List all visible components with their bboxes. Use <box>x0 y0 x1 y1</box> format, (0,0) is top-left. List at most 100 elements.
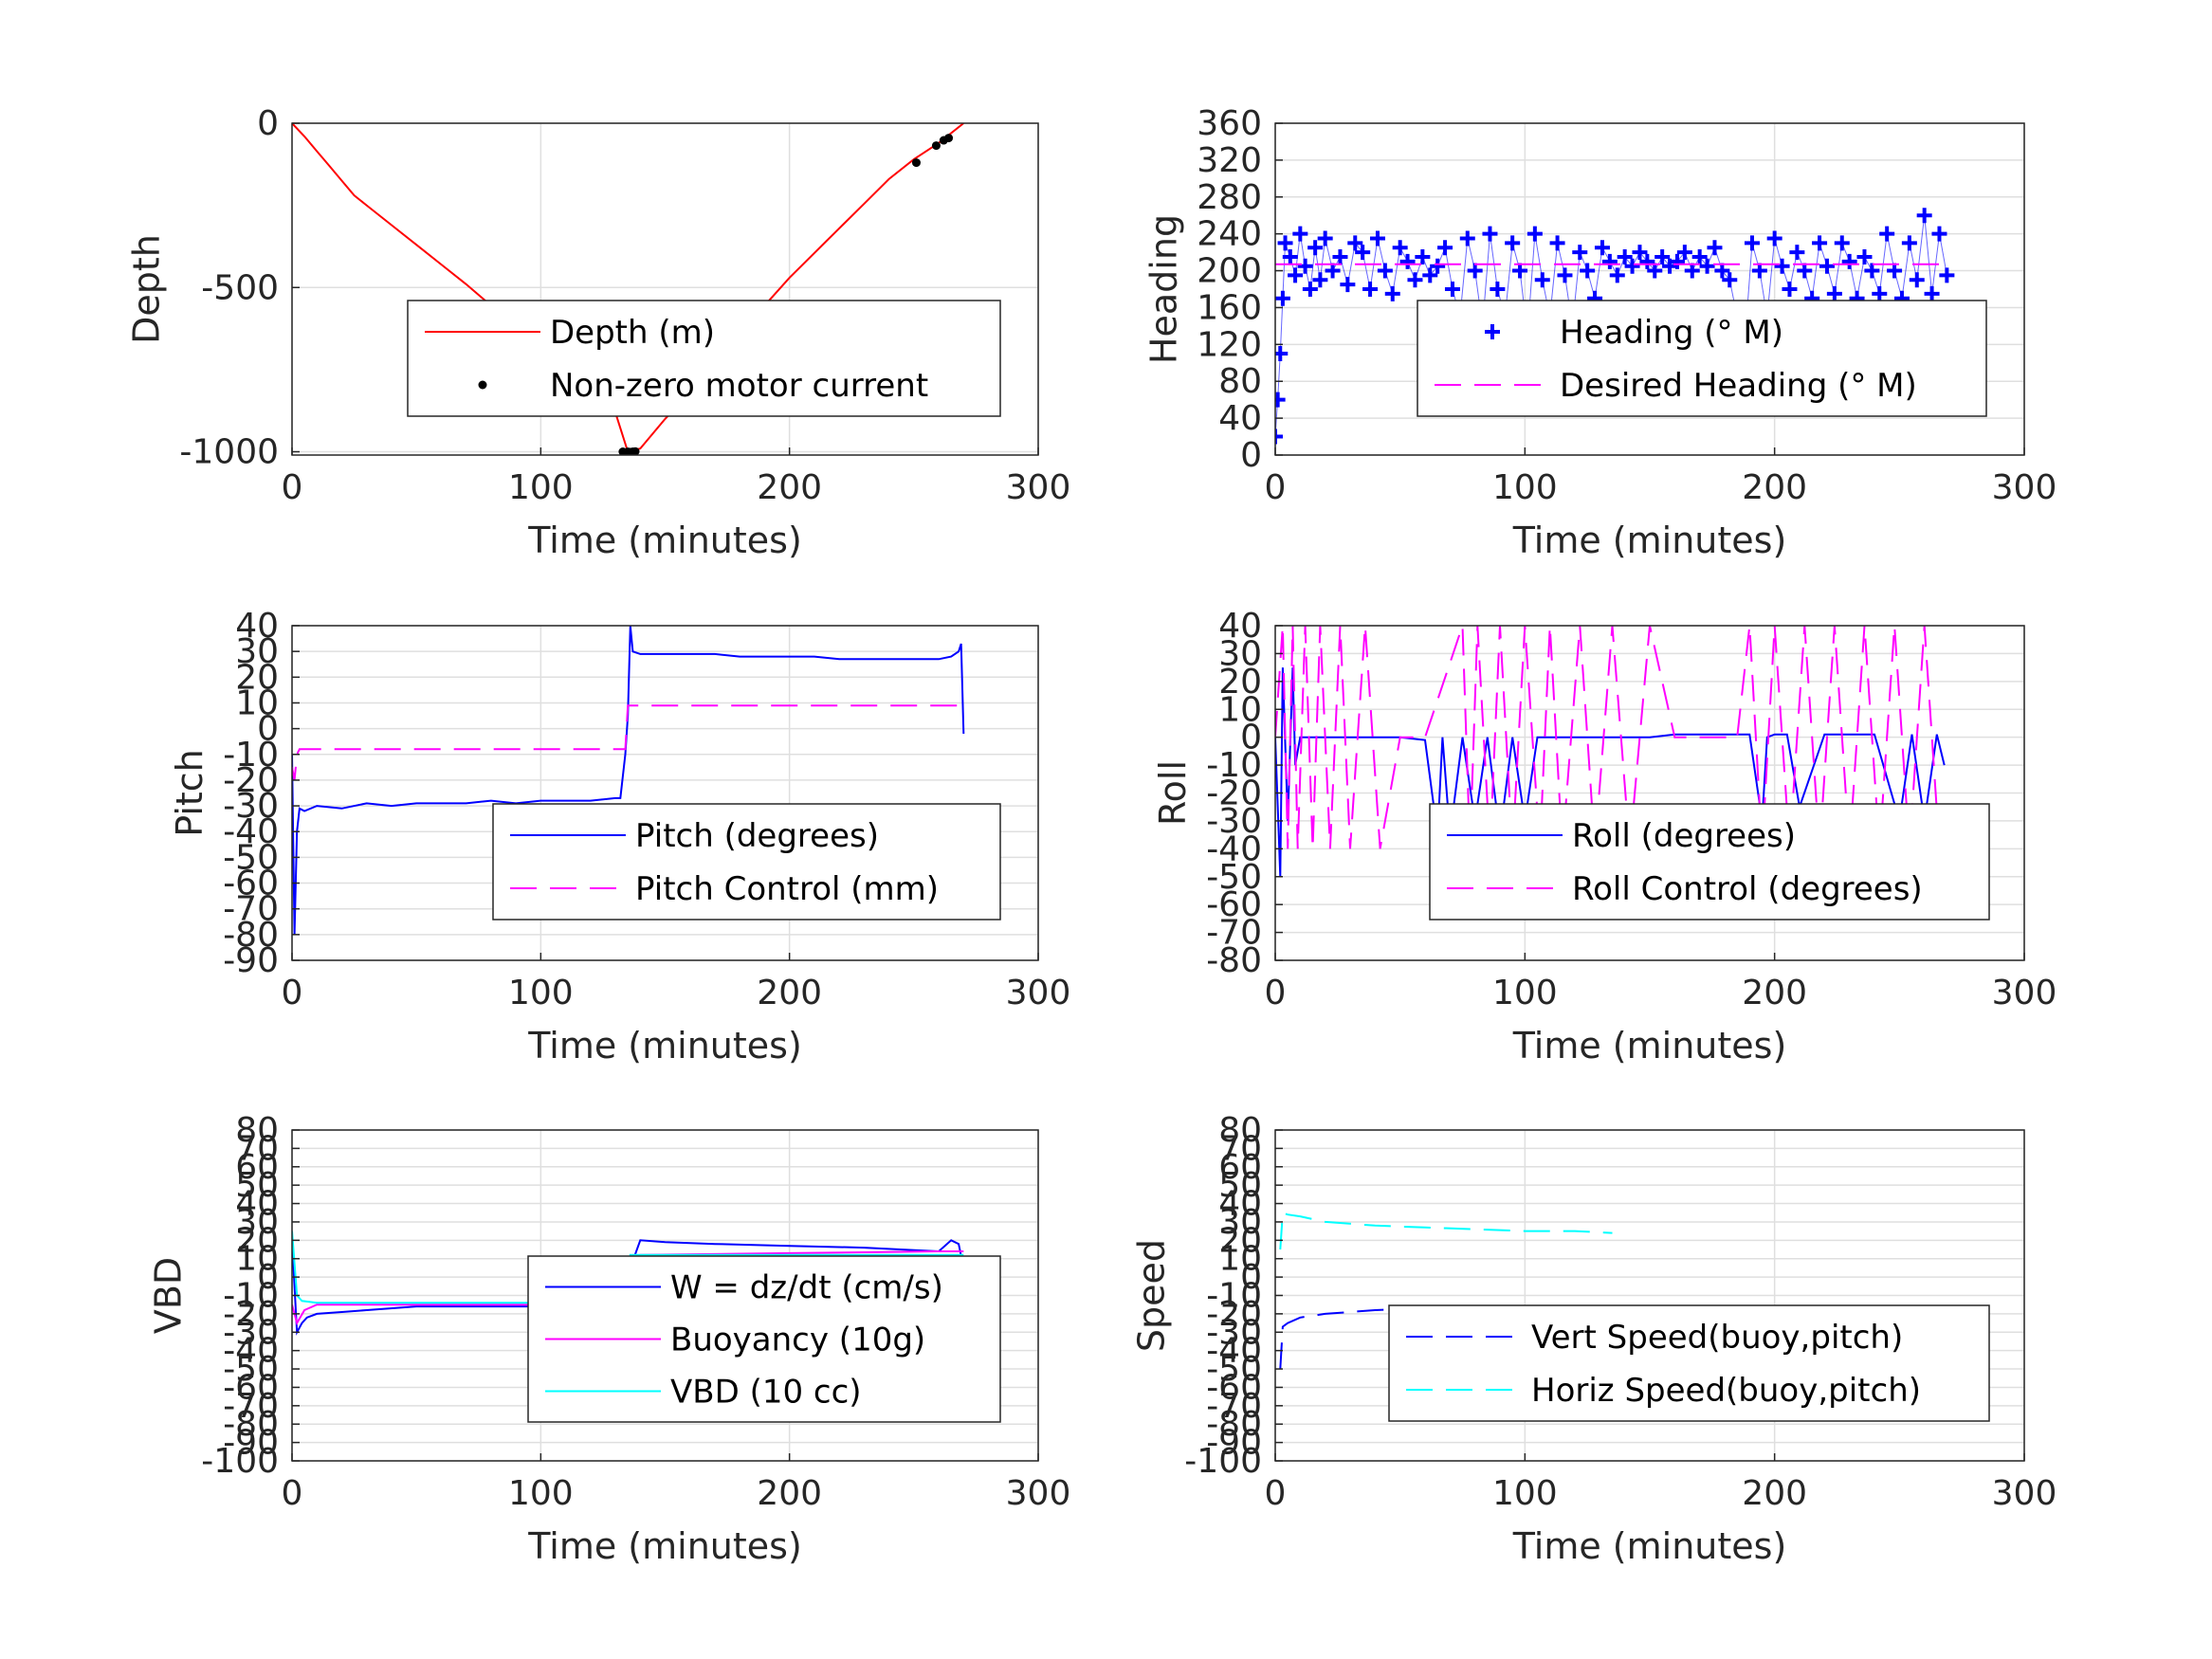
vbd-y-tick-label: 80 <box>235 1111 279 1150</box>
pitch-y-tick-label: -10 <box>223 736 279 775</box>
heading-y-tick-label: 280 <box>1197 178 1262 217</box>
pitch-x-tick-label: 300 <box>1006 974 1071 1012</box>
vbd-y-tick-label: -50 <box>223 1350 279 1389</box>
roll-legend-box <box>1429 803 1990 921</box>
heading-series-0-point <box>1275 428 1283 445</box>
speed-y-tick-label: 80 <box>1218 1111 1262 1150</box>
roll-series-1-line <box>1275 626 1941 849</box>
speed-y-tick-label: 10 <box>1218 1240 1262 1279</box>
vbd-x-tick-label: 300 <box>1006 1474 1071 1513</box>
pitch-legend-label: Pitch Control (mm) <box>635 870 939 908</box>
roll-x-tick-label: 300 <box>1992 974 2057 1012</box>
depth-series-1-point <box>911 158 921 168</box>
roll-series-group <box>1275 626 1946 877</box>
vbd-y-tick-label: 50 <box>235 1166 279 1205</box>
vbd-y-tick-label: 30 <box>235 1203 279 1242</box>
pitch-y-tick-label: -90 <box>223 941 279 980</box>
speed-x-tick-label: 100 <box>1492 1474 1558 1513</box>
pitch-legend-box <box>492 803 1001 921</box>
heading-legend-label: Heading (° M) <box>1560 314 1783 352</box>
speed-legend-label: Vert Speed(buoy,pitch) <box>1531 1319 1903 1357</box>
roll-y-tick-label: -20 <box>1206 775 1262 813</box>
heading-legend: Heading (° M) Desired Heading (° M) <box>1417 300 1987 417</box>
heading-y-tick-label: 0 <box>1240 436 1262 475</box>
roll-y-tick-label: 40 <box>1218 607 1262 646</box>
roll-x-tick-label: 200 <box>1742 974 1807 1012</box>
pitch-y-tick-label: -40 <box>223 812 279 851</box>
pitch-y-tick-label: -80 <box>223 916 279 955</box>
pitch-y-tick-label: 20 <box>235 658 279 697</box>
heading-x-tick-label: 200 <box>1742 468 1807 507</box>
pitch-y-tick-label: 10 <box>235 684 279 722</box>
depth-series-1-point <box>631 447 640 455</box>
speed-x-tick-label: 0 <box>1265 1474 1287 1513</box>
pitch-x-tick-label: 0 <box>282 974 303 1012</box>
speed-y-tick-label: 70 <box>1218 1129 1262 1168</box>
depth-x-axis-label: Time (minutes) <box>527 520 802 561</box>
speed-legend: Vert Speed(buoy,pitch) Horiz Speed(buoy,p… <box>1388 1304 1990 1422</box>
heading-axes-box <box>1274 122 2025 456</box>
roll-y-tick-label: -40 <box>1206 830 1262 868</box>
depth-chart: 0 100 200 300 0 -500 -1000 Time (minutes) Depth D… <box>125 104 1070 561</box>
pitch-y-tick-label: 30 <box>235 632 279 671</box>
heading-x-tick-label: 100 <box>1492 468 1558 507</box>
speed-y-tick-label: 60 <box>1218 1148 1262 1187</box>
depth-y-axis-label: Depth <box>125 234 167 344</box>
roll-legend-label: Roll (degrees) <box>1572 817 1796 855</box>
roll-legend: Roll (degrees) Roll Control (degrees) <box>1429 803 1990 921</box>
vbd-y-tick-label: -100 <box>201 1442 279 1481</box>
roll-chart: 0 100 200 300403020100-10-20-30-40-50-60-70… <box>1152 607 2057 1066</box>
speed-y-tick-label: 50 <box>1218 1166 1262 1205</box>
pitch-y-axis-label: Pitch <box>169 749 210 837</box>
vbd-y-tick-label: -20 <box>223 1295 279 1334</box>
depth-x-tick-label: 100 <box>508 468 574 507</box>
heading-series-0-point <box>1939 267 1955 283</box>
roll-y-tick-label: 0 <box>1240 719 1262 757</box>
vbd-y-tick-label: 0 <box>257 1258 279 1297</box>
speed-y-tick-label: 40 <box>1218 1185 1262 1224</box>
pitch-x-axis-label: Time (minutes) <box>527 1025 802 1066</box>
pitch-series-1-line <box>292 704 964 781</box>
heading-legend-swatch <box>1485 324 1500 339</box>
depth-y-tick-label: -500 <box>201 268 279 307</box>
vbd-y-tick-label: 40 <box>235 1185 279 1224</box>
pitch-legend: Pitch (degrees) Pitch Control (mm) <box>492 803 1001 921</box>
speed-legend-label: Horiz Speed(buoy,pitch) <box>1531 1372 1921 1410</box>
pitch-y-tick-label: 40 <box>235 607 279 646</box>
vbd-y-tick-label: 60 <box>235 1148 279 1187</box>
pitch-y-tick-label: -20 <box>223 761 279 800</box>
pitch-series-group <box>292 626 965 935</box>
vbd-y-tick-label: 20 <box>235 1221 279 1260</box>
depth-legend-label: Depth (m) <box>550 314 715 352</box>
pitch-legend-label: Pitch (degrees) <box>635 817 879 855</box>
speed-y-tick-label: -90 <box>1206 1424 1262 1463</box>
heading-y-axis-label: Heading <box>1143 214 1184 364</box>
vbd-legend-label: VBD (10 cc) <box>670 1374 862 1412</box>
speed-x-tick-label: 300 <box>1992 1474 2057 1513</box>
vbd-y-tick-label: -90 <box>223 1424 279 1463</box>
roll-y-tick-label: -10 <box>1206 746 1262 785</box>
speed-series-1-line <box>1279 1211 1613 1250</box>
depth-y-tick-label: -1000 <box>179 433 279 472</box>
heading-y-tick-label: 240 <box>1197 215 1262 254</box>
vbd-y-tick-label: -30 <box>223 1313 279 1352</box>
speed-y-tick-label: -50 <box>1206 1350 1262 1389</box>
heading-y-tick-label: 40 <box>1218 399 1262 438</box>
speed-y-tick-label: -80 <box>1206 1405 1262 1444</box>
heading-y-tick-label: 320 <box>1197 141 1262 180</box>
heading-y-tick-label: 200 <box>1197 252 1262 291</box>
roll-y-axis-label: Roll <box>1152 760 1194 826</box>
speed-y-tick-label: -60 <box>1206 1368 1262 1407</box>
roll-series-0-line <box>1275 667 1946 877</box>
pitch-y-tick-label: -50 <box>223 838 279 877</box>
speed-x-axis-label: Time (minutes) <box>1512 1525 1787 1567</box>
speed-y-tick-label: 30 <box>1218 1203 1262 1242</box>
heading-y-tick-label: 360 <box>1197 104 1262 143</box>
speed-x-tick-label: 200 <box>1742 1474 1807 1513</box>
roll-y-tick-label: 10 <box>1218 690 1262 729</box>
vbd-y-tick-label: 10 <box>235 1240 279 1279</box>
depth-legend-swatch <box>478 380 487 390</box>
speed-y-tick-label: -40 <box>1206 1332 1262 1371</box>
roll-legend-label: Roll Control (degrees) <box>1572 870 1923 908</box>
